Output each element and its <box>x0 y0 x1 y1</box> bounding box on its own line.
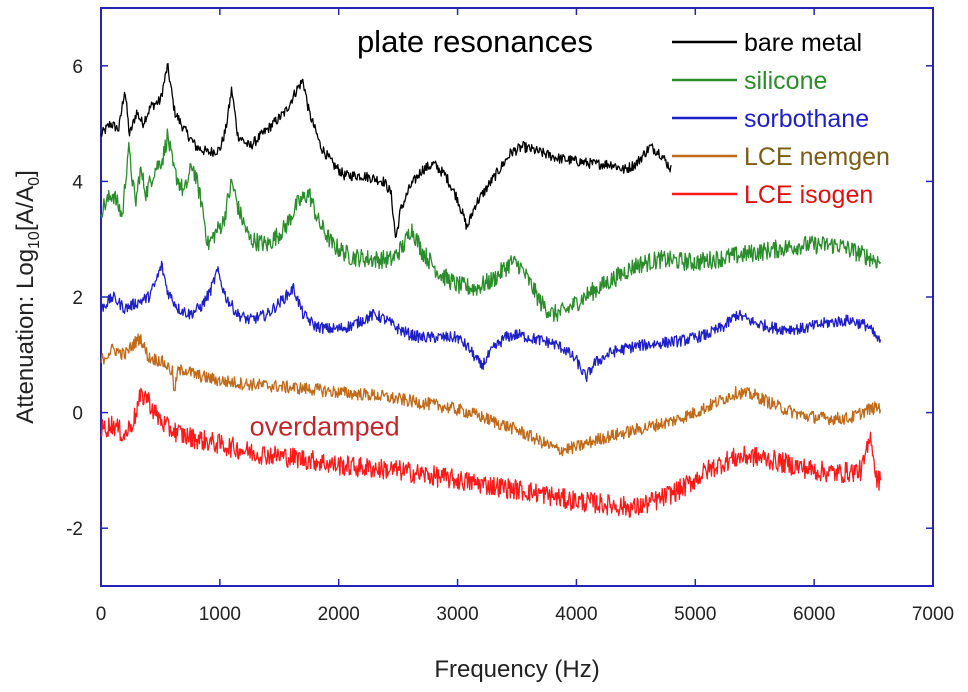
x-tick-label: 5000 <box>674 604 716 625</box>
y-tick-label: 4 <box>72 172 83 193</box>
x-axis-label: Frequency (Hz) <box>434 656 599 683</box>
x-tick-label: 7000 <box>912 604 954 625</box>
overdamped-annotation: overdamped <box>250 412 400 442</box>
y-axis-label: Attenuation: Log10[A/A0] <box>12 170 43 424</box>
x-tick-label: 1000 <box>199 604 241 625</box>
legend: bare metal silicone sorbothane LCE nemgen LC… <box>672 29 890 209</box>
y-tick-label: 2 <box>72 288 83 309</box>
y-tick-label: 0 <box>72 404 83 425</box>
series-line-lce-isogen <box>100 387 882 518</box>
legend-label: LCE nemgen <box>744 143 890 171</box>
x-tick-label: 0 <box>96 604 107 625</box>
series-line-silicone <box>100 128 882 322</box>
series-line-bare-metal <box>100 63 672 239</box>
series-line-lce-nemgen <box>100 333 882 457</box>
legend-label: sorbothane <box>744 105 869 133</box>
axis-ticks: 0 1000 2000 3000 4000 5000 6000 7000 -2 0 2 4 6 <box>66 8 954 625</box>
y-tick-label: 6 <box>72 57 83 78</box>
legend-label: LCE isogen <box>744 181 873 209</box>
x-tick-label: 4000 <box>555 604 597 625</box>
legend-label: silicone <box>744 67 827 95</box>
series-line-sorbothane <box>100 260 882 383</box>
x-tick-label: 6000 <box>793 604 835 625</box>
legend-label: bare metal <box>744 29 862 57</box>
y-tick-label: -2 <box>66 519 83 540</box>
series-group <box>100 63 882 518</box>
chart-title: plate resonances <box>357 24 593 59</box>
x-tick-label: 3000 <box>436 604 478 625</box>
x-tick-label: 2000 <box>318 604 360 625</box>
